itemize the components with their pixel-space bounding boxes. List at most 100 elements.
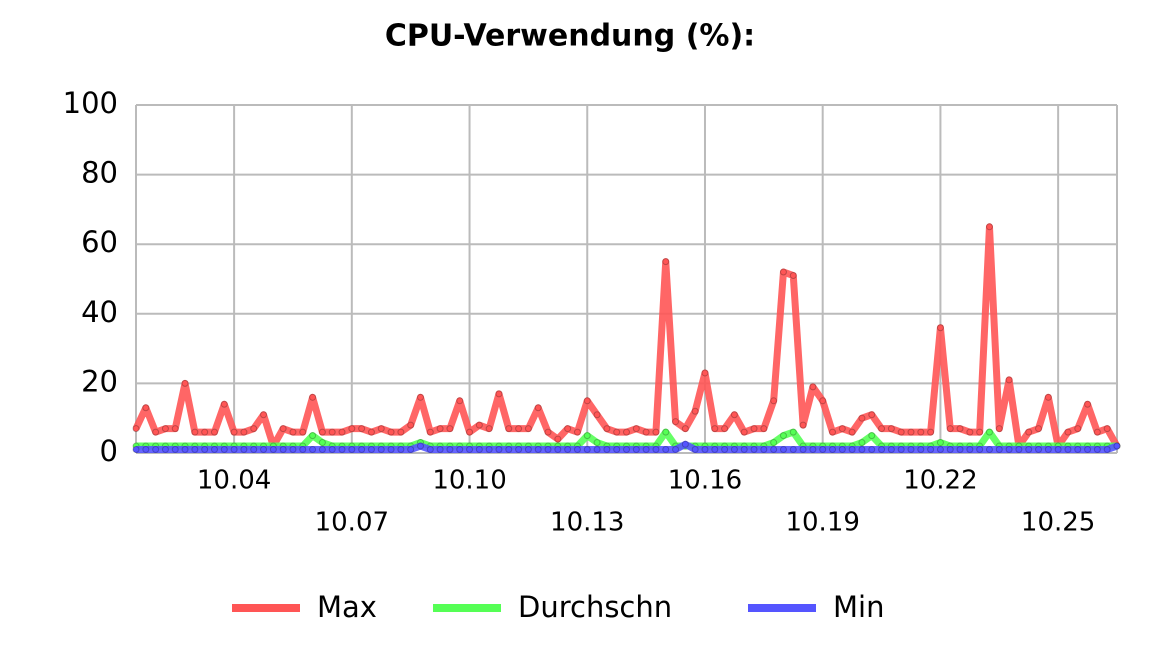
data-point (485, 446, 493, 454)
data-point (426, 446, 434, 454)
data-point (1093, 446, 1101, 454)
data-point (995, 446, 1003, 454)
y-tick-label: 0 (100, 434, 118, 468)
data-point (142, 446, 150, 454)
data-point (740, 428, 748, 436)
data-point (779, 268, 787, 276)
data-point (946, 425, 954, 433)
data-point (603, 425, 611, 433)
data-point (995, 425, 1003, 433)
data-point (730, 411, 738, 419)
data-point (1025, 446, 1033, 454)
x-tick-label: 10.22 (903, 466, 977, 496)
data-point (524, 425, 532, 433)
data-point (593, 439, 601, 447)
y-tick-label: 100 (63, 86, 118, 120)
data-point (358, 425, 366, 433)
data-point (809, 383, 817, 391)
data-point (1074, 425, 1082, 433)
data-point (328, 446, 336, 454)
data-point (573, 428, 581, 436)
data-point (1084, 446, 1092, 454)
data-point (681, 440, 689, 448)
data-point (407, 446, 415, 454)
data-point (623, 446, 630, 454)
data-point (1054, 446, 1062, 454)
data-point (799, 446, 807, 454)
data-point (672, 446, 680, 454)
data-point (809, 446, 817, 454)
data-point (927, 428, 935, 436)
data-point (367, 446, 375, 454)
data-point (309, 393, 317, 401)
data-point (260, 411, 268, 419)
x-tick-label: 10.25 (1021, 508, 1095, 538)
data-point (171, 425, 179, 433)
data-point (1103, 425, 1111, 433)
y-tick-label: 20 (81, 364, 118, 398)
data-point (789, 428, 797, 436)
chart-title: CPU-Verwendung (%): (385, 19, 755, 54)
data-point (868, 446, 876, 454)
data-point (318, 446, 326, 454)
data-point (583, 432, 591, 440)
data-point (132, 425, 140, 433)
data-point (966, 428, 974, 436)
data-point (691, 407, 699, 415)
data-point (161, 425, 169, 433)
data-point (132, 446, 140, 454)
data-point (662, 258, 670, 266)
data-point (1074, 446, 1082, 454)
data-point (230, 446, 238, 454)
legend-label: Min (833, 590, 884, 624)
data-point (1035, 446, 1043, 454)
data-point (181, 446, 189, 454)
data-point (721, 425, 729, 433)
data-point (1064, 428, 1072, 436)
data-point (966, 446, 974, 454)
data-point (515, 425, 523, 433)
data-point (936, 324, 944, 332)
data-point (524, 446, 532, 454)
data-point (583, 446, 591, 454)
data-point (1005, 376, 1013, 384)
data-point (397, 428, 405, 436)
data-point (721, 446, 729, 454)
data-point (152, 446, 160, 454)
data-point (377, 446, 385, 454)
data-point (917, 446, 925, 454)
data-point (858, 446, 866, 454)
data-point (358, 446, 366, 454)
data-point (142, 404, 150, 412)
data-point (573, 446, 581, 454)
y-tick-label: 60 (81, 225, 118, 259)
data-point (554, 446, 562, 454)
data-point (583, 397, 591, 405)
x-tick-label: 10.16 (668, 466, 742, 496)
data-point (446, 425, 454, 433)
series-line (132, 223, 1121, 450)
data-point (829, 428, 837, 436)
data-point (623, 428, 630, 436)
data-point (416, 393, 424, 401)
data-point (171, 446, 179, 454)
data-point (328, 428, 336, 436)
data-point (1103, 446, 1111, 454)
data-point (878, 446, 886, 454)
data-point (318, 439, 326, 447)
data-point (956, 425, 964, 433)
data-point (456, 446, 464, 454)
data-point (201, 428, 209, 436)
x-tick-label: 10.19 (785, 508, 859, 538)
data-point (230, 428, 238, 436)
data-point (976, 446, 984, 454)
data-point (681, 425, 689, 433)
data-point (446, 446, 454, 454)
data-point (770, 439, 778, 447)
data-point (181, 379, 189, 387)
data-point (318, 428, 326, 436)
data-point (1025, 428, 1033, 436)
data-point (848, 428, 856, 436)
data-point (534, 404, 542, 412)
data-point (750, 425, 758, 433)
